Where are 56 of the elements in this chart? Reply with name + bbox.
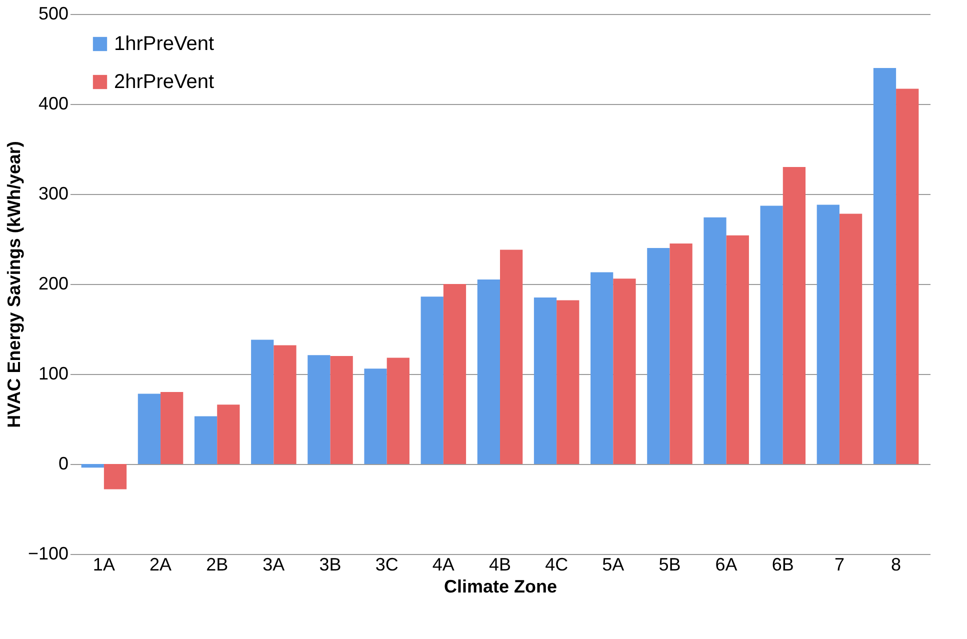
bar — [443, 284, 466, 464]
bar — [500, 250, 523, 464]
x-tick-label: 2A — [150, 554, 172, 574]
legend-label: 1hrPreVent — [114, 33, 215, 55]
x-tick-label: 4A — [432, 554, 454, 574]
bar — [873, 68, 896, 464]
bar — [816, 204, 840, 464]
bar — [839, 214, 862, 464]
bar — [330, 356, 353, 464]
x-tick-label: 5B — [658, 554, 681, 574]
bar — [477, 280, 500, 464]
bar — [104, 464, 127, 490]
bar — [81, 464, 104, 468]
y-tick-label: −100 — [28, 544, 68, 564]
bar — [386, 358, 410, 464]
x-axis-title: Climate Zone — [444, 576, 558, 596]
y-tick-label: 300 — [38, 184, 68, 204]
bar — [782, 167, 806, 464]
x-tick-label: 8 — [891, 554, 902, 574]
y-tick-label: 500 — [38, 4, 68, 24]
x-tick-label: 5A — [602, 554, 624, 574]
bar — [194, 416, 218, 464]
y-axis-title: HVAC Energy Savings (kWh/year) — [4, 141, 24, 428]
bar — [251, 340, 274, 464]
bar — [274, 345, 296, 464]
y-tick-label: 100 — [38, 364, 68, 384]
bar — [704, 217, 726, 464]
x-tick-label: 6B — [772, 554, 794, 574]
x-tick-label: 4B — [488, 554, 512, 574]
bar — [160, 392, 184, 464]
x-tick-label: 7 — [834, 554, 844, 574]
y-tick-label: 200 — [38, 274, 68, 294]
x-tick-label: 4C — [545, 554, 568, 574]
bar — [590, 272, 614, 464]
bar — [308, 355, 330, 464]
bar — [726, 235, 749, 464]
bar — [760, 206, 783, 464]
bar — [217, 404, 240, 464]
x-tick-label: 2B — [206, 554, 228, 574]
bar — [556, 300, 580, 464]
bar — [138, 394, 161, 464]
x-tick-label: 3A — [262, 554, 285, 574]
x-tick-label: 6A — [715, 554, 738, 574]
bar — [364, 368, 387, 464]
bar — [420, 296, 444, 464]
x-tick-label: 3C — [375, 554, 398, 574]
y-tick-label: 400 — [38, 94, 68, 114]
bar — [647, 248, 670, 464]
legend-label: 2hrPreVent — [114, 71, 215, 93]
bar — [534, 298, 557, 464]
y-tick-label: 0 — [58, 454, 68, 474]
x-tick-label: 1A — [92, 554, 115, 574]
x-tick-label: 3B — [319, 554, 342, 574]
bar — [896, 88, 919, 464]
bar — [613, 278, 636, 464]
bar — [670, 244, 692, 464]
